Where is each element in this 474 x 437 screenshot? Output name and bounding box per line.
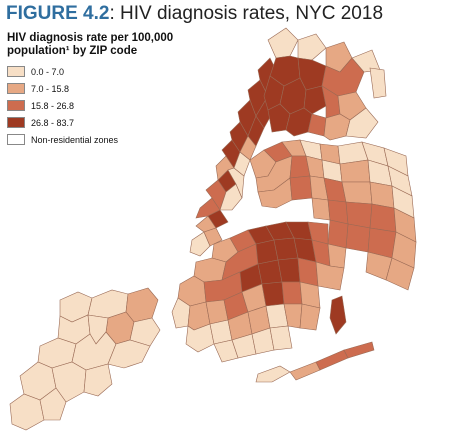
- figure-title-text: : HIV diagnosis rates, NYC 2018: [109, 3, 384, 24]
- zip-zone: [39, 387, 67, 421]
- zip-zone: [329, 295, 347, 335]
- zip-zone: [299, 303, 321, 331]
- zip-zone: [339, 159, 371, 183]
- zip-zone: [385, 257, 415, 291]
- rockaways: [255, 295, 375, 383]
- legend-item-2: 15.8 - 26.8: [7, 98, 118, 113]
- legend: 0.0 - 7.0 7.0 - 15.8 15.8 - 26.8 26.8 - …: [7, 64, 118, 149]
- zip-zone: [315, 261, 345, 291]
- zip-zone: [261, 281, 285, 307]
- zip-zone: [203, 227, 223, 247]
- legend-label-1: 7.0 - 15.8: [31, 83, 70, 94]
- zip-zone: [269, 325, 293, 351]
- zip-zone: [267, 27, 299, 59]
- figure-title: FIGURE 4.2: HIV diagnosis rates, NYC 201…: [6, 2, 383, 26]
- zip-zone: [297, 257, 319, 287]
- zip-zone: [289, 361, 321, 381]
- zip-zone: [9, 393, 45, 431]
- zip-zone: [227, 167, 245, 199]
- zip-zone: [297, 33, 327, 61]
- zip-zone: [193, 257, 227, 283]
- legend-label-4: Non-residential zones: [31, 134, 119, 145]
- legend-label-0: 0.0 - 7.0: [31, 66, 65, 77]
- zip-zone: [185, 323, 215, 353]
- zip-zone: [369, 203, 397, 233]
- legend-label-3: 26.8 - 83.7: [31, 117, 75, 128]
- zip-zone: [341, 181, 373, 205]
- legend-title-line1: HIV diagnosis rate per 100,000: [7, 32, 174, 44]
- legend-swatch-4: [7, 134, 25, 145]
- legend-swatch-0: [7, 66, 25, 77]
- zip-zone: [343, 341, 375, 359]
- zip-zone: [303, 85, 327, 115]
- legend-swatch-3: [7, 117, 25, 128]
- zip-zone: [281, 281, 303, 305]
- zip-zone: [369, 67, 387, 99]
- zip-zone: [171, 297, 191, 329]
- zip-zone: [327, 219, 349, 249]
- zip-zone: [327, 243, 347, 269]
- zip-zone: [315, 349, 349, 371]
- legend-swatch-2: [7, 100, 25, 111]
- zip-zone: [83, 363, 113, 397]
- legend-title: HIV diagnosis rate per 100,000 populatio…: [7, 32, 197, 58]
- figure-label: FIGURE 4.2: [6, 3, 110, 24]
- zip-zone: [277, 257, 301, 283]
- queens: [249, 139, 417, 291]
- zip-zone: [213, 339, 239, 363]
- zip-zone: [345, 107, 379, 139]
- staten-island: [9, 287, 161, 431]
- legend-item-3: 26.8 - 83.7: [7, 115, 118, 130]
- legend-item-4: Non-residential zones: [7, 132, 118, 147]
- legend-label-2: 15.8 - 26.8: [31, 100, 75, 111]
- zip-zone: [207, 209, 229, 229]
- legend-item-1: 7.0 - 15.8: [7, 81, 118, 96]
- legend-title-line2: population¹ by ZIP code: [7, 45, 138, 57]
- zip-zone: [125, 287, 159, 323]
- zip-zone: [255, 365, 291, 383]
- zip-zone: [129, 317, 161, 347]
- legend-item-0: 0.0 - 7.0: [7, 64, 118, 79]
- zip-zone: [189, 231, 211, 257]
- zip-zone: [345, 223, 371, 253]
- bronx: [263, 27, 387, 141]
- zip-zone: [311, 197, 331, 221]
- brooklyn: [171, 221, 347, 363]
- legend-swatch-1: [7, 83, 25, 94]
- zip-zone: [289, 175, 313, 201]
- zip-zone: [219, 183, 243, 211]
